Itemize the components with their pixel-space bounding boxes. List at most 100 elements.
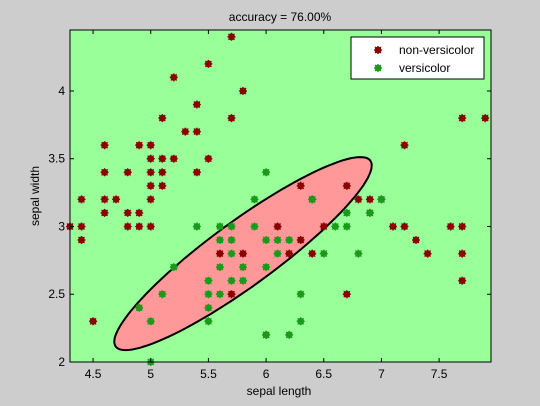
series-versicolor — [135, 168, 386, 366]
x-tick-label: 7.5 — [431, 367, 448, 381]
data-point — [250, 222, 259, 231]
data-point — [89, 317, 98, 326]
plot-frame — [69, 29, 492, 363]
data-point — [204, 154, 213, 163]
data-point — [412, 236, 420, 244]
data-point — [192, 168, 201, 177]
data-point — [146, 154, 155, 163]
data-point — [135, 208, 144, 217]
data-point — [77, 222, 86, 231]
data-point — [331, 222, 340, 231]
data-point — [308, 249, 317, 258]
data-point — [100, 141, 109, 150]
data-point — [400, 141, 409, 150]
data-point — [192, 100, 201, 109]
data-point — [77, 195, 86, 204]
legend: non-versicolor versicolor — [350, 36, 485, 80]
axis-ticks: 4.5 5 5.5 6 6.5 7 7.5 2 2.5 3 3.5 4 — [48, 30, 491, 381]
data-point — [192, 222, 201, 231]
data-point — [273, 249, 282, 258]
data-point — [192, 127, 201, 136]
legend-marker — [374, 46, 382, 54]
data-point — [158, 290, 167, 299]
x-tick-label: 5 — [147, 367, 154, 381]
data-point — [285, 236, 294, 244]
data-point — [146, 317, 155, 326]
data-point — [204, 317, 213, 326]
data-point — [239, 249, 247, 258]
x-tick-label: 7 — [378, 367, 385, 381]
data-point — [342, 290, 351, 299]
data-point — [446, 222, 455, 231]
data-point — [262, 236, 271, 244]
data-point — [458, 249, 467, 258]
data-point — [227, 222, 236, 231]
data-point — [135, 303, 144, 312]
legend-label: versicolor — [399, 61, 450, 75]
data-point — [123, 208, 132, 217]
data-point — [146, 222, 155, 231]
data-point — [100, 168, 109, 177]
data-point — [112, 195, 121, 204]
data-point — [250, 195, 259, 204]
data-point — [204, 303, 213, 312]
data-point — [158, 114, 167, 123]
data-point — [227, 236, 236, 244]
data-point — [100, 208, 109, 217]
data-point — [365, 195, 374, 204]
data-point — [342, 222, 351, 231]
data-point — [215, 249, 224, 258]
data-point — [169, 73, 178, 82]
data-point — [135, 222, 144, 231]
data-point — [158, 181, 167, 190]
data-point — [285, 249, 294, 258]
data-point — [146, 168, 155, 177]
data-point — [100, 195, 109, 204]
data-point — [273, 236, 282, 244]
data-point — [146, 141, 155, 150]
data-point — [319, 249, 328, 258]
y-tick-label: 3.5 — [48, 152, 65, 166]
data-point — [239, 276, 247, 285]
data-point — [389, 222, 397, 231]
data-point — [227, 114, 236, 123]
data-point — [308, 195, 317, 204]
data-point — [215, 263, 224, 272]
data-point — [273, 222, 282, 231]
data-point — [77, 236, 86, 244]
data-point — [123, 222, 132, 231]
y-tick-label: 2 — [58, 355, 65, 369]
data-point — [215, 222, 224, 231]
data-point — [319, 222, 328, 231]
plot-area — [66, 29, 492, 366]
data-point — [204, 276, 213, 285]
data-point — [458, 114, 467, 123]
chart-title: accuracy = 76.00% — [229, 10, 332, 24]
data-point — [354, 249, 363, 258]
data-point — [158, 168, 167, 177]
data-point — [204, 290, 213, 299]
data-point — [227, 32, 236, 41]
data-point — [169, 154, 178, 163]
data-point — [377, 195, 386, 204]
x-tick-label: 4.5 — [85, 367, 102, 381]
y-tick-label: 2.5 — [48, 287, 65, 301]
data-point — [181, 127, 190, 136]
data-point — [204, 59, 213, 68]
data-point — [227, 276, 236, 285]
x-axis-label: sepal length — [247, 384, 312, 398]
x-tick-label: 6 — [263, 367, 270, 381]
data-point — [239, 263, 247, 272]
legend-box — [350, 36, 485, 80]
data-point — [342, 208, 351, 217]
data-point — [296, 290, 305, 299]
data-point — [227, 290, 236, 299]
x-tick-label: 5.5 — [200, 367, 217, 381]
legend-label: non-versicolor — [399, 43, 474, 57]
data-point — [458, 276, 467, 285]
x-tick-label: 6.5 — [315, 367, 332, 381]
series-non-versicolor — [66, 32, 490, 339]
data-point — [262, 330, 271, 339]
y-axis-label: sepal width — [28, 166, 42, 226]
